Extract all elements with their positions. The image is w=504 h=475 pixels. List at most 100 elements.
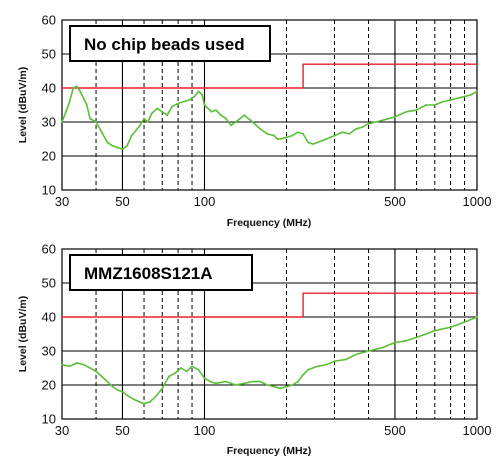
y-tick-label: 10: [42, 183, 56, 198]
data-point: [135, 129, 137, 132]
data-point: [147, 121, 149, 123]
data-point: [197, 90, 200, 93]
data-point: [291, 134, 294, 137]
data-point: [183, 100, 185, 103]
data-point: [273, 134, 275, 137]
y-tick-label: 50: [42, 276, 56, 291]
data-point: [209, 380, 212, 383]
x-tick-label: 50: [115, 194, 129, 209]
data-point: [449, 326, 452, 329]
data-point: [329, 136, 332, 139]
data-point: [214, 109, 217, 111]
data-point: [296, 380, 299, 383]
data-point: [201, 93, 204, 96]
y-tick-label: 20: [42, 378, 56, 393]
x-tick-label: 30: [55, 194, 69, 209]
data-point: [188, 99, 191, 101]
data-point: [79, 90, 82, 93]
data-point: [89, 367, 91, 369]
data-point: [239, 117, 241, 120]
y-tick-label: 40: [42, 310, 56, 325]
data-point: [325, 138, 328, 140]
data-point: [355, 353, 357, 356]
data-point: [121, 390, 124, 393]
data-point: [296, 131, 299, 134]
data-point: [116, 146, 119, 149]
y-tick-labels: 10 20 30 40 50 60: [42, 13, 56, 198]
data-point: [425, 104, 427, 106]
data-point: [207, 107, 209, 110]
data-point: [234, 384, 237, 386]
x-tick-labels: 30 50 100 500 1000: [55, 423, 492, 438]
data-point: [193, 95, 196, 98]
data-point: [234, 121, 237, 123]
data-point: [279, 387, 282, 390]
title-box-frame: [69, 25, 271, 62]
data-point: [285, 385, 288, 388]
x-tick-label: 100: [194, 194, 216, 209]
data-point: [95, 370, 97, 373]
data-point: [156, 107, 159, 110]
data-point: [126, 144, 128, 147]
limit-polyline: [62, 63, 477, 89]
data-point: [333, 360, 336, 363]
y-tick-label: 40: [42, 81, 56, 96]
x-axis-label: Frequency (MHz): [227, 217, 312, 229]
limit-polyline: [62, 292, 477, 318]
data-point: [243, 114, 246, 117]
data-point: [75, 85, 78, 88]
data-point: [161, 387, 164, 390]
series-line: [61, 316, 478, 405]
data-point: [321, 139, 323, 142]
data-point: [394, 341, 396, 344]
data-point: [135, 399, 137, 402]
x-tick-label: 50: [115, 423, 129, 438]
data-point: [225, 380, 228, 383]
chart-panel-2: 10 20 30 40 50 60 30 50 100 500 1000 Frequency (M…: [17, 242, 491, 458]
data-point: [106, 380, 109, 383]
y-tick-label: 30: [42, 115, 56, 130]
data-point: [225, 117, 228, 120]
y-tick-label: 30: [42, 344, 56, 359]
data-point: [333, 134, 336, 137]
y-tick-label: 10: [42, 412, 56, 427]
data-point: [100, 131, 103, 134]
data-point: [150, 112, 153, 115]
data-point: [415, 336, 418, 339]
data-point: [161, 110, 164, 113]
data-point: [243, 382, 246, 385]
data-point: [174, 372, 177, 374]
data-point: [82, 363, 85, 366]
data-point: [180, 367, 182, 369]
data-point: [177, 102, 180, 105]
title-box-frame: [69, 254, 253, 291]
title-box: MMZ1608S121A: [69, 254, 253, 291]
data-point: [348, 133, 351, 135]
data-point: [307, 368, 309, 371]
data-point: [130, 134, 133, 137]
data-point: [405, 110, 408, 113]
data-point: [476, 90, 478, 93]
data-point: [259, 127, 261, 130]
data-point: [95, 121, 97, 123]
data-point: [191, 365, 193, 368]
data-point: [433, 104, 436, 106]
data-point: [355, 127, 357, 130]
data-point: [251, 380, 254, 383]
data-point: [166, 114, 169, 117]
chart-panel-1: 10 20 30 40 50 60 30 50 100 500 1000 Frequency (M…: [17, 13, 491, 230]
data-point: [168, 375, 170, 378]
data-point: [89, 117, 91, 120]
series-layer: [61, 316, 478, 405]
data-point: [302, 373, 304, 376]
data-point: [139, 124, 141, 127]
data-point: [361, 126, 364, 128]
data-point: [449, 99, 452, 101]
data-point: [100, 375, 103, 378]
x-tick-label: 1000: [463, 194, 492, 209]
data-point: [433, 329, 436, 332]
data-point: [381, 346, 384, 349]
x-tick-label: 500: [384, 194, 406, 209]
data-point: [203, 377, 206, 380]
